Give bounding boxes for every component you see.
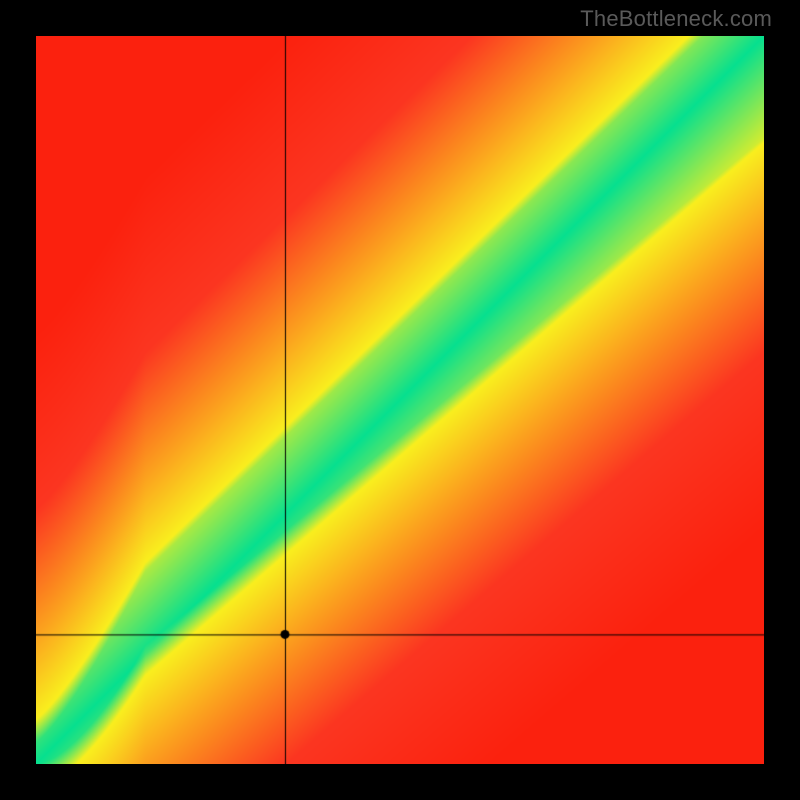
bottleneck-heatmap xyxy=(36,36,764,764)
watermark-text: TheBottleneck.com xyxy=(580,6,772,32)
heatmap-canvas xyxy=(36,36,764,764)
